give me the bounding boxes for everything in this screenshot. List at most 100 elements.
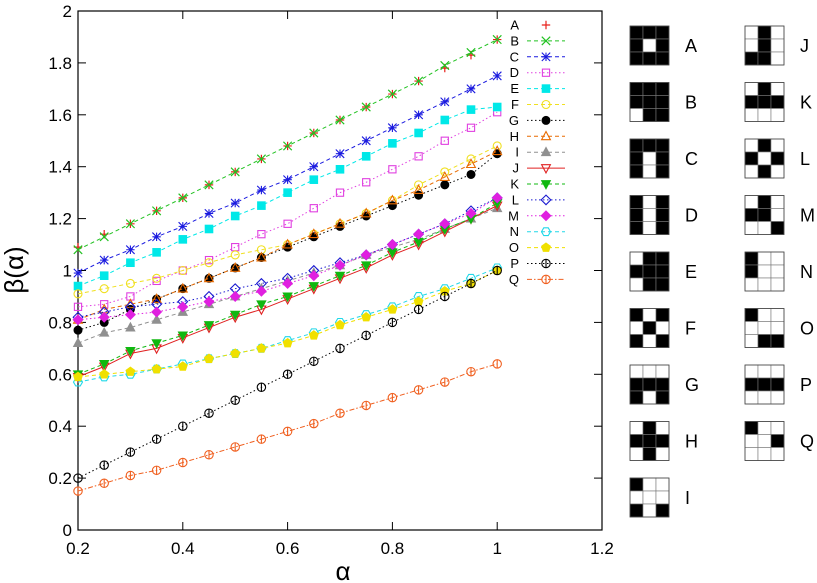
pattern-cell-filled (629, 138, 644, 153)
pattern-cell-empty (642, 390, 657, 405)
pattern-cell-empty (757, 390, 772, 405)
pattern-cell-empty (757, 277, 772, 292)
data-point (283, 175, 293, 185)
data-point (255, 285, 267, 297)
data-point (256, 300, 267, 311)
legend-marker (541, 99, 551, 110)
pattern-cell-empty (642, 164, 657, 179)
legend-item-k: K (510, 177, 565, 192)
data-point (99, 478, 109, 489)
legend-marker (541, 68, 551, 77)
data-point (230, 250, 240, 260)
pattern-cell-filled (655, 308, 670, 322)
data-point (73, 325, 83, 335)
data-point (98, 311, 110, 323)
legend-item-j: J (513, 161, 565, 176)
series-line (77, 75, 498, 274)
pattern-cell-empty (744, 25, 759, 40)
series-line (77, 205, 498, 378)
pattern-cell-filled (655, 108, 670, 122)
pattern-cell-empty (770, 164, 785, 179)
legend-marker (540, 194, 552, 206)
pattern-cell-filled (642, 108, 657, 122)
pattern-cell-empty (744, 221, 759, 235)
data-point (99, 284, 109, 294)
x-tick-label: 1 (492, 539, 501, 558)
pattern-cell-filled (655, 195, 670, 209)
pattern-label: J (800, 36, 809, 56)
pattern-j: J (744, 25, 809, 66)
y-tick-label: 1.2 (48, 210, 72, 229)
data-point (335, 149, 345, 159)
data-point (151, 306, 163, 318)
data-point (466, 278, 476, 289)
pattern-cell-empty (757, 264, 772, 279)
legend-item-e: E (510, 81, 565, 96)
data-point (308, 282, 320, 292)
pattern-cell-filled (757, 164, 772, 179)
data-point (491, 192, 503, 204)
data-point (387, 317, 398, 328)
pattern-key: A B C D E F G H I J K L M N O P Q (629, 25, 815, 518)
data-point (361, 400, 371, 411)
data-point (73, 245, 83, 255)
pattern-cell-empty (642, 490, 657, 505)
data-point (309, 162, 319, 172)
pattern-cell-empty (770, 51, 785, 66)
data-point (282, 141, 293, 151)
pattern-cell-empty (655, 477, 670, 492)
pattern-border (629, 25, 670, 66)
data-point (309, 356, 319, 367)
pattern-cell-empty (757, 421, 772, 435)
pattern-cell-empty (642, 151, 657, 166)
pattern-cell-filled (642, 277, 657, 292)
pattern-cell-filled (655, 390, 670, 405)
data-point (151, 293, 162, 303)
pattern-l: L (744, 138, 810, 179)
data-point (73, 289, 83, 299)
data-point (335, 408, 345, 418)
x-tick-label: 0.4 (171, 539, 195, 558)
data-point (362, 178, 371, 187)
legend-label: G (509, 113, 519, 128)
pattern-label: F (685, 319, 696, 339)
legend-marker (541, 52, 551, 62)
pattern-label: O (800, 319, 814, 339)
pattern-cell-empty (655, 447, 670, 461)
data-point (125, 278, 135, 289)
pattern-cell-filled (642, 377, 657, 392)
pattern-cell-filled (770, 221, 785, 235)
x-tick-label: 1.2 (590, 539, 614, 558)
pattern-cell-empty (770, 138, 785, 153)
pattern-cell-filled (629, 390, 644, 405)
pattern-cell-filled (655, 38, 670, 53)
pattern-cell-empty (642, 364, 657, 379)
legend-item-g: G (509, 113, 565, 128)
data-point (282, 426, 293, 437)
x-tick-label: 0.2 (66, 539, 90, 558)
series-a (73, 35, 502, 252)
legend-marker (540, 227, 552, 237)
data-point (151, 434, 162, 444)
pattern-border (629, 251, 670, 292)
x-tick-label: 0.6 (276, 539, 300, 558)
data-point (126, 258, 135, 268)
pattern-border (744, 421, 785, 461)
data-point (413, 385, 424, 395)
data-point (492, 102, 502, 112)
data-series (72, 34, 503, 496)
legend-item-b: B (510, 33, 565, 48)
pattern-cell-filled (655, 82, 670, 96)
data-point (334, 259, 346, 271)
y-tick-label: 0.4 (48, 417, 72, 436)
data-point (229, 261, 241, 272)
data-point (440, 115, 450, 125)
legend-item-i: I (515, 145, 565, 160)
pattern-e: E (629, 251, 697, 292)
legend-label: O (509, 240, 519, 255)
pattern-cell-empty (757, 364, 772, 379)
data-point (178, 265, 188, 276)
pattern-cell-empty (770, 208, 785, 222)
pattern-label: C (685, 149, 698, 169)
